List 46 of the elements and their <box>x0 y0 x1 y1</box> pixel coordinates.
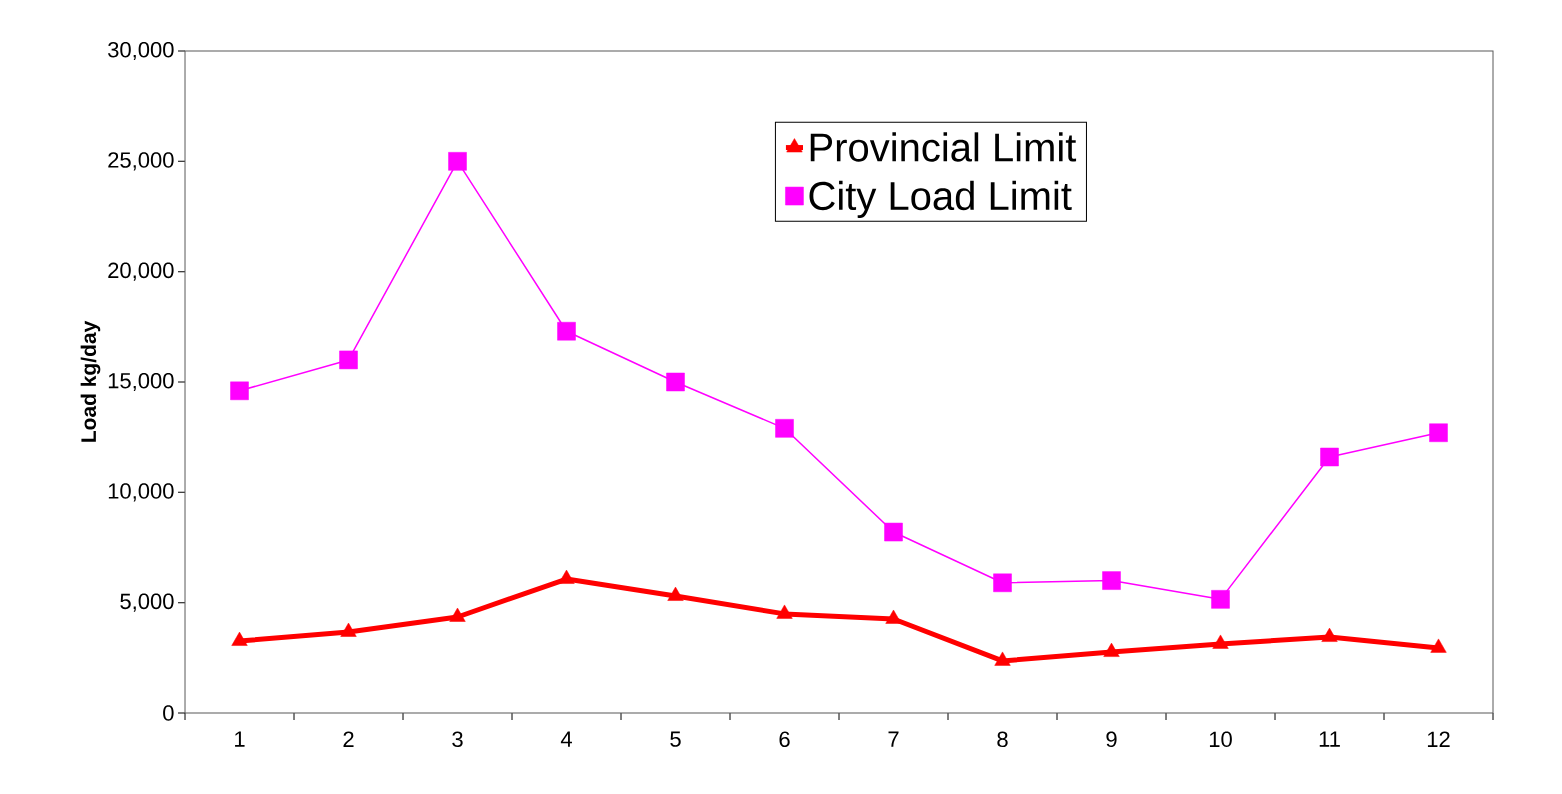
point <box>449 607 466 622</box>
x-tick-label: 10 <box>1209 731 1232 748</box>
point <box>994 651 1011 666</box>
point <box>231 631 248 646</box>
x-tick-label: 1 <box>235 731 245 747</box>
x-tick-label: 8 <box>997 731 1008 748</box>
y-tick-label: 15,000 <box>108 372 174 392</box>
y-tick-label: 30,000 <box>108 41 174 61</box>
point <box>776 604 793 619</box>
point <box>1212 634 1229 649</box>
point <box>1321 627 1338 642</box>
point <box>557 321 576 341</box>
x-tick-label: 5 <box>670 731 681 747</box>
point <box>1320 447 1339 467</box>
point <box>230 381 249 401</box>
legend-label: City Load Limit <box>809 180 1072 219</box>
point <box>1211 590 1230 609</box>
y-tick-label: 25,000 <box>108 152 174 171</box>
point <box>885 609 902 624</box>
point <box>1430 638 1447 653</box>
point <box>775 419 794 438</box>
x-tick-label: 4 <box>560 731 572 747</box>
x-tick-label: 12 <box>1427 731 1450 747</box>
x-tick-label: 9 <box>1106 731 1117 748</box>
point <box>448 152 467 171</box>
point <box>1102 571 1121 590</box>
y-tick-label: 0 <box>163 705 174 721</box>
point <box>666 372 685 392</box>
y-tick-label: 10,000 <box>108 483 174 502</box>
y-tick-label: 5,000 <box>120 593 174 612</box>
x-tick-label: 3 <box>452 731 463 748</box>
x-tick-label: 2 <box>343 731 354 747</box>
point <box>340 622 357 637</box>
point <box>993 573 1012 593</box>
x-tick-label: 6 <box>779 731 790 748</box>
point <box>1103 642 1120 657</box>
point <box>339 350 358 370</box>
point <box>884 522 903 542</box>
y-axis-title: Load kg/day <box>80 320 101 442</box>
x-tick-label: 11 <box>1319 731 1340 747</box>
point <box>667 586 684 601</box>
x-tick-label: 7 <box>888 731 899 747</box>
point <box>558 569 575 584</box>
legend-label: Provincial Limit <box>810 132 1077 162</box>
y-tick-label: 20,000 <box>108 262 174 281</box>
point <box>1429 423 1448 442</box>
